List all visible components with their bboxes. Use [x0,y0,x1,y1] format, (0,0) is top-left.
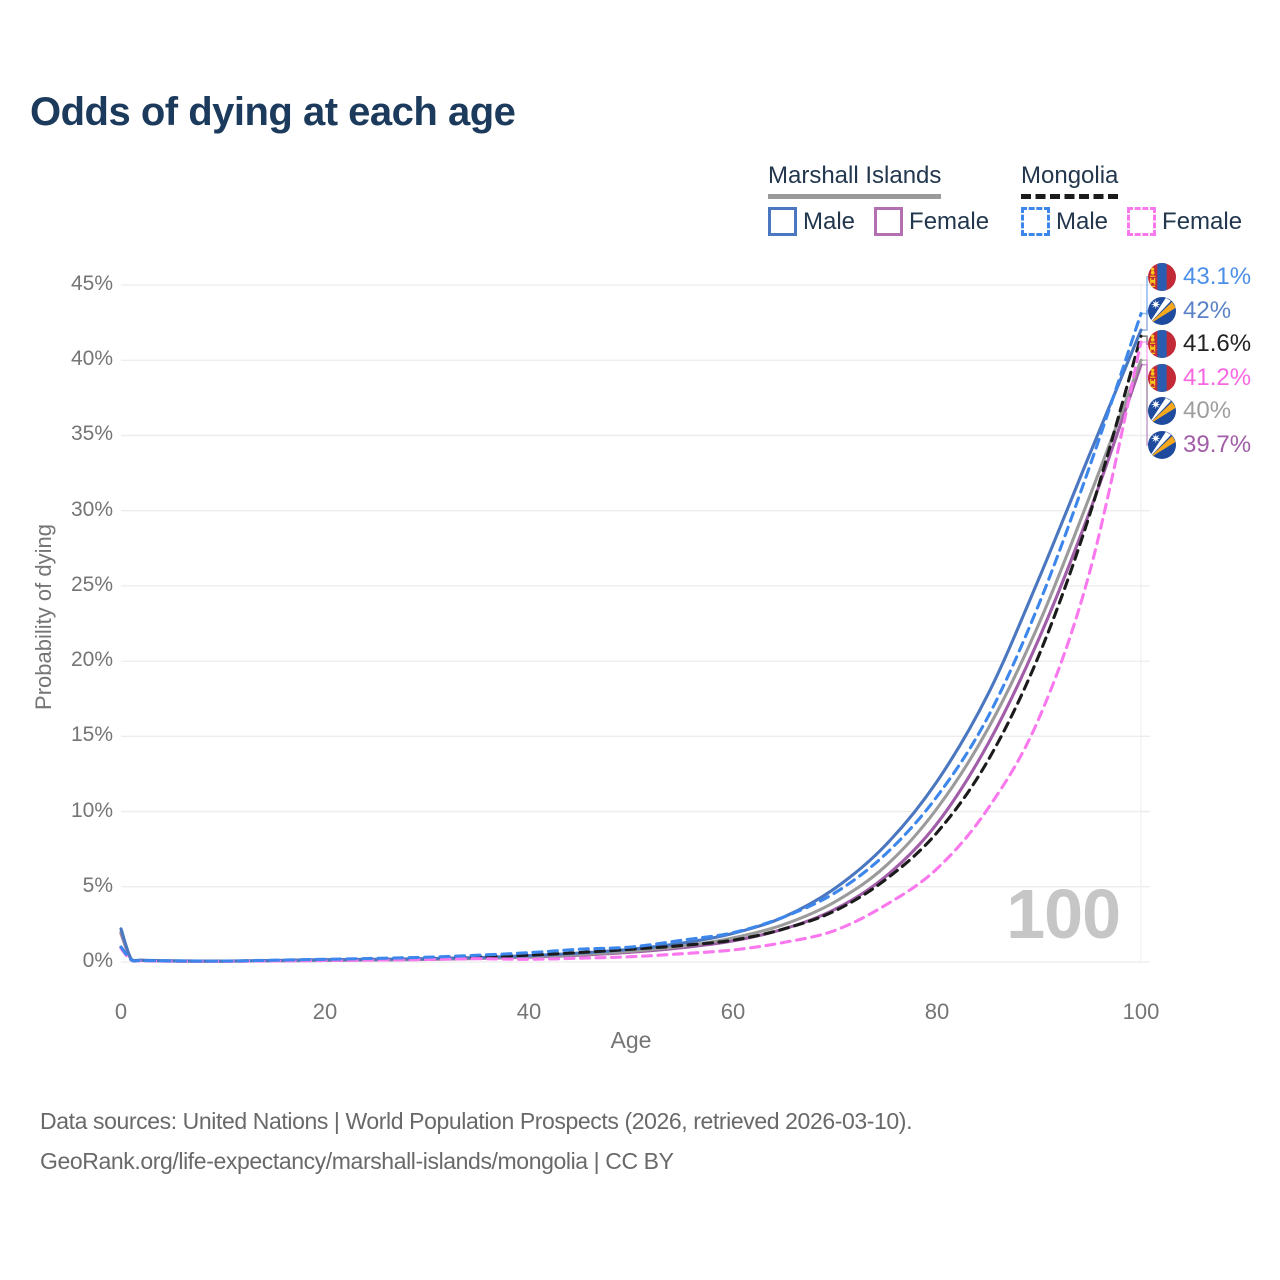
y-axis-title: Probability of dying [31,524,56,710]
end-label-mongolia-both-sexes: 41.6% [1148,329,1251,359]
end-label-value: 43.1% [1183,263,1252,290]
legend-group-mongolia: Mongolia Male Female [1021,162,1242,236]
mongolia-flag-icon [1148,263,1176,291]
end-label-value: 40% [1183,397,1232,425]
legend-country-label-mongolia: Mongolia [1021,162,1119,199]
legend-items-marshall-islands: Male Female [768,207,989,236]
legend-country-label-marshall-islands: Marshall Islands [768,162,942,199]
end-label-marshall-islands-male: 42% [1148,296,1231,326]
y-tick-label-5: 5% [82,873,113,897]
end-label-marshall-islands-both-sexes: 40% [1148,396,1231,426]
end-label-value: 41.6% [1183,330,1252,358]
legend-swatch-dashed-male [1021,207,1050,236]
series-line-marshall-islands-female [119,363,1143,963]
y-tick-label-40: 40% [70,347,113,371]
y-tick-label-35: 35% [70,422,113,446]
mongolia-flag-icon [1148,330,1176,359]
end-label-mongolia-female: 41.2% [1148,363,1251,393]
x-axis-title: Age [610,1027,652,1053]
legend-items-mongolia: Male Female [1021,207,1242,236]
legend-item-marshall-islands-female[interactable]: Female [874,207,989,236]
legend-item-label: Male [803,207,856,235]
marshall-islands-flag-icon [1148,431,1176,459]
y-tick-label-10: 10% [70,798,113,822]
marshall-islands-flag-icon [1148,397,1176,426]
y-tick-label-45: 45% [70,272,113,295]
legend-item-mongolia-female[interactable]: Female [1127,207,1242,236]
footer-sources: Data sources: United Nations | World Pop… [40,1108,913,1134]
legend-swatch-solid-male [768,207,797,236]
series-line-marshall-islands-male [119,328,1143,963]
x-tick-label-40: 40 [516,999,542,1024]
x-tick-label-20: 20 [312,999,338,1024]
end-label-mongolia-male: 43.1% [1148,262,1251,292]
y-tick-label-25: 25% [70,572,113,596]
y-tick-label-20: 20% [70,648,113,672]
footer-attribution: GeoRank.org/life-expectancy/marshall-isl… [40,1148,674,1174]
mongolia-flag-icon [1148,363,1176,392]
legend-group-marshall-islands: Marshall Islands Male Female [768,162,989,236]
end-label-value: 42% [1183,296,1232,324]
y-tick-label-30: 30% [70,497,113,521]
legend-item-label: Male [1056,207,1109,235]
x-tick-label-80: 80 [924,999,950,1024]
end-label-value: 41.2% [1183,363,1252,391]
end-label-value: 39.7% [1183,431,1252,458]
y-tick-label-15: 15% [70,723,113,747]
x-tick-label-60: 60 [720,999,746,1024]
x-tick-label-0: 0 [114,999,128,1024]
y-tick-label-0: 0% [82,949,113,972]
legend-swatch-dashed-female [1127,207,1157,236]
end-label-marshall-islands-female: 39.7% [1148,430,1251,460]
legend-item-label: Female [909,207,990,235]
series-line-mongolia-both-sexes [119,334,1143,963]
series-line-mongolia-male [119,312,1143,963]
x-tick-label-100: 100 [1122,999,1160,1024]
marshall-islands-flag-icon [1148,296,1176,325]
legend-swatch-solid-female [874,207,904,236]
legend-item-mongolia-male[interactable]: Male [1021,207,1108,236]
chart-title: Odds of dying at each age [30,90,516,134]
age-watermark: 100 [1006,875,1121,953]
legend-item-label: Female [1162,207,1243,235]
legend-item-marshall-islands-male[interactable]: Male [768,207,855,236]
